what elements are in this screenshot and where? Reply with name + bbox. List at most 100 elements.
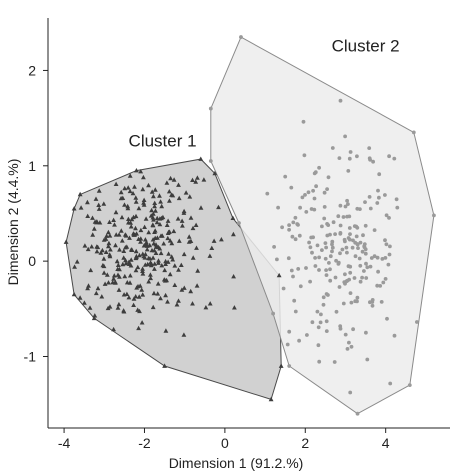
cluster-2-point — [306, 190, 311, 195]
cluster-1-point — [104, 272, 110, 277]
cluster-2-point — [289, 185, 294, 190]
cluster-1-point — [127, 173, 133, 178]
cluster-1-point — [148, 275, 153, 281]
cluster-2-point — [293, 237, 298, 242]
cluster-2-point — [358, 279, 363, 284]
cluster-2-point — [348, 150, 353, 154]
cluster-2-point — [296, 267, 301, 271]
cluster-2-point — [322, 216, 327, 221]
cluster-2-point — [432, 213, 436, 218]
cluster-2-point — [360, 275, 364, 280]
cluster-2-point — [385, 316, 389, 321]
cluster-2-point — [364, 261, 368, 266]
cluster-2-point — [344, 245, 349, 250]
cluster-2-point — [307, 240, 311, 245]
cluster-1-point — [128, 263, 134, 268]
cluster-1-point — [164, 222, 170, 227]
cluster-1-point — [278, 363, 284, 368]
cluster-1-point — [101, 201, 107, 206]
cluster-2-point — [345, 250, 349, 255]
cluster-1-point — [148, 272, 153, 277]
cluster-2-point — [322, 190, 327, 195]
cluster-1-point — [90, 215, 95, 220]
cluster-2-point — [326, 223, 331, 228]
cluster-1-point — [167, 271, 173, 277]
cluster-1-point — [132, 184, 137, 189]
cluster-1-point — [63, 239, 69, 244]
cluster-2-point — [333, 275, 338, 280]
cluster-1-point — [150, 304, 156, 310]
cluster-1-point — [113, 209, 119, 215]
cluster-1-point — [143, 216, 149, 221]
cluster-1-point — [123, 257, 128, 263]
cluster-1-point — [139, 287, 145, 292]
cluster-2-point — [345, 198, 349, 203]
cluster-1-point — [131, 302, 136, 307]
cluster-1-point — [78, 205, 84, 210]
cluster-2-point — [325, 233, 330, 238]
cluster-1-point — [163, 261, 168, 266]
cluster-1-point — [85, 285, 90, 291]
cluster-1-point — [190, 301, 195, 306]
cluster-2-point — [367, 195, 372, 199]
cluster-1-point — [216, 204, 221, 210]
cluster-1-point — [166, 251, 171, 256]
cluster-2-point — [380, 257, 385, 261]
cluster-2-point — [383, 277, 388, 281]
cluster-2-point — [275, 257, 279, 262]
cluster-1-point — [153, 208, 158, 213]
cluster-1-point — [163, 292, 168, 298]
cluster-1-point — [108, 247, 113, 252]
y-axis-title: Dimension 2 (4.4.%) — [5, 159, 21, 286]
cluster-2-point — [355, 411, 360, 416]
cluster-2-point — [387, 154, 391, 159]
cluster-2-point — [394, 197, 399, 202]
cluster-1-point — [207, 301, 213, 306]
cluster-2-point — [317, 268, 321, 272]
cluster-2-point — [363, 223, 368, 228]
cluster-2-point — [361, 233, 365, 238]
x-tick-label: 4 — [382, 435, 390, 451]
cluster-2-point — [350, 245, 355, 250]
cluster-1-point — [231, 274, 236, 279]
cluster-2-point — [325, 187, 329, 192]
cluster-1-point — [211, 238, 217, 243]
cluster-1-point — [87, 305, 93, 310]
cluster-1-point — [138, 227, 144, 233]
cluster-1-point — [96, 202, 102, 207]
cluster-2-point — [280, 225, 284, 230]
cluster-1-point — [181, 210, 187, 215]
cluster-1-point — [104, 233, 109, 238]
cluster-1-point — [158, 250, 164, 256]
cluster-2-point — [290, 234, 295, 239]
cluster-1-point — [114, 258, 120, 264]
x-tick-label: 2 — [301, 435, 309, 451]
cluster-1-point — [168, 175, 173, 181]
cluster-1-point — [159, 233, 165, 238]
cluster-1-point — [140, 268, 145, 273]
cluster-2-point — [289, 268, 294, 273]
cluster-2-point — [387, 252, 392, 257]
cluster-1-point — [113, 181, 119, 186]
cluster-2-point — [347, 214, 352, 219]
cluster-2-point — [357, 256, 362, 261]
cluster-2-point — [355, 154, 359, 159]
cluster-1-point — [93, 196, 99, 201]
cluster-2-point — [347, 226, 352, 230]
cluster-2-point — [276, 205, 280, 210]
cluster-2-point — [320, 224, 324, 229]
cluster-2-point — [338, 231, 343, 235]
cluster-2-point — [297, 338, 301, 343]
cluster-1-point — [162, 267, 168, 273]
cluster-1-point — [144, 240, 149, 245]
cluster-2-point — [330, 146, 335, 150]
cluster-2-point — [376, 188, 380, 193]
cluster-2-point — [342, 237, 347, 242]
cluster-2-point — [338, 223, 343, 228]
cluster-2-point — [317, 255, 321, 260]
cluster-2-point — [208, 106, 213, 111]
cluster-2-point — [336, 214, 341, 219]
cluster-1-point — [150, 255, 156, 260]
cluster-1-point — [146, 182, 151, 188]
